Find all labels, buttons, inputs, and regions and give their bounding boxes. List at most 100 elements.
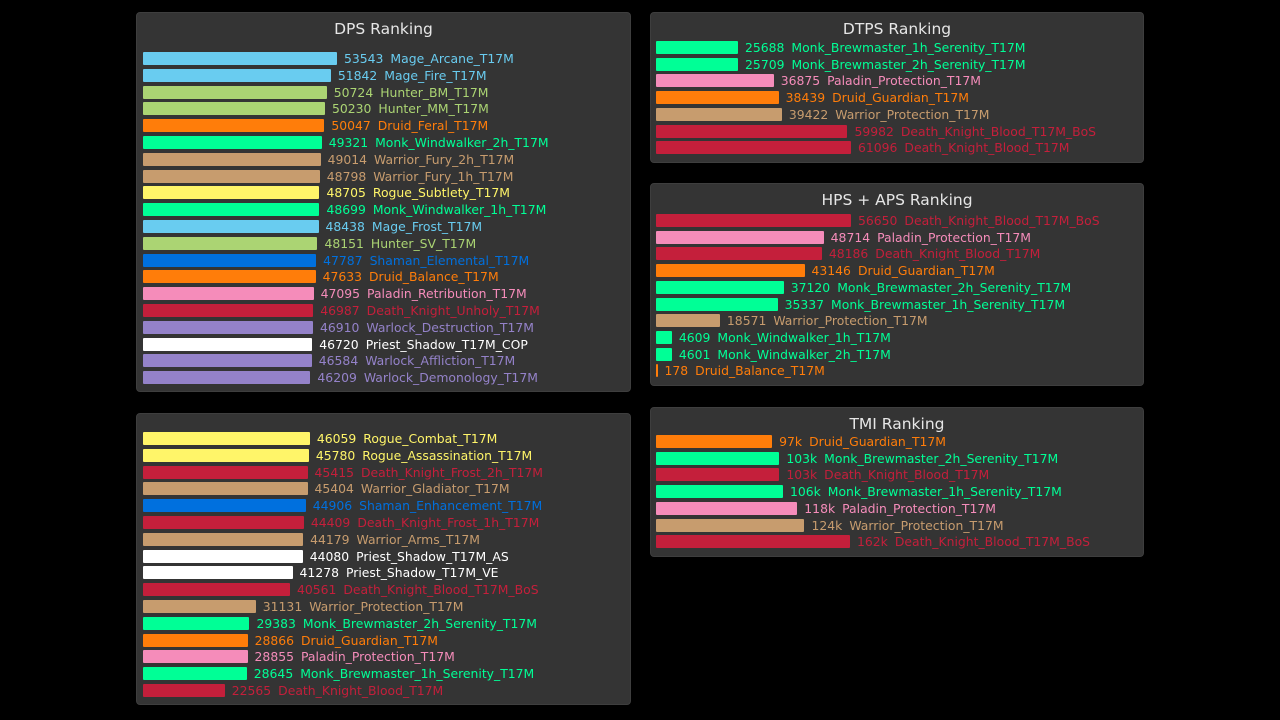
- bar-Warlock_Affliction_T17M: [143, 354, 312, 368]
- value-label: 49321: [328, 135, 369, 150]
- bar-Monk_Brewmaster_2h_Serenity_T17M: [656, 280, 784, 294]
- name-label: Rogue_Subtlety_T17M: [372, 185, 510, 201]
- value-label: 31131: [262, 599, 303, 614]
- value-label: 50724: [333, 84, 374, 100]
- name-label: Death_Knight_Blood_T17M_BoS: [900, 123, 1097, 139]
- bar-row: 124k Warrior_Protection_T17M: [651, 517, 1143, 534]
- bar-row: 48705 Rogue_Subtlety_T17M: [137, 184, 630, 201]
- bar-row: 56650 Death_Knight_Blood_T17M_BoS: [651, 212, 1143, 229]
- name-label: Druid_Guardian_T17M: [832, 90, 969, 106]
- value-label: 45415: [314, 464, 354, 480]
- bar-row: 47095 Paladin_Retribution_T17M: [137, 285, 630, 302]
- value-label: 48798: [326, 168, 367, 184]
- value-label: 49014: [327, 151, 367, 167]
- bar-row: 28645 Monk_Brewmaster_1h_Serenity_T17M: [137, 665, 630, 682]
- bar-row: 46059 Rogue_Combat_T17M: [137, 430, 630, 447]
- bar-row: 48798 Warrior_Fury_1h_T17M: [137, 168, 630, 185]
- value-label: 53543: [344, 51, 384, 66]
- name-label: Death_Knight_Frost_2h_T17M: [360, 464, 543, 480]
- value-label: 18571: [726, 313, 767, 329]
- bar-Monk_Brewmaster_1h_Serenity_T17M: [656, 41, 738, 54]
- value-label: 36875: [780, 73, 821, 89]
- value-label: 44080: [309, 548, 350, 564]
- value-label: 103k: [786, 467, 818, 483]
- bar-Monk_Brewmaster_2h_Serenity_T17M: [656, 451, 780, 465]
- name-label: Warrior_Fury_2h_T17M: [374, 151, 515, 167]
- bar-Warrior_Fury_2h_T17M: [143, 152, 321, 166]
- bar-row: 45415 Death_Knight_Frost_2h_T17M: [137, 464, 630, 481]
- bar-label: 44080 Priest_Shadow_T17M_AS: [310, 548, 509, 565]
- value-label: 48438: [325, 219, 365, 234]
- value-label: 46987: [320, 303, 360, 318]
- name-label: Priest_Shadow_T17M_VE: [345, 565, 499, 581]
- bar-label: 39422 Warrior_Protection_T17M: [789, 106, 990, 123]
- name-label: Monk_Brewmaster_1h_Serenity_T17M: [791, 40, 1026, 55]
- value-label: 25709: [745, 56, 785, 72]
- value-label: 44179: [310, 531, 350, 547]
- bar-row: 39422 Warrior_Protection_T17M: [651, 106, 1143, 123]
- bar-label: 48705 Rogue_Subtlety_T17M: [326, 184, 510, 201]
- bar-label: 29383 Monk_Brewmaster_2h_Serenity_T17M: [256, 615, 536, 632]
- bar-label: 46987 Death_Knight_Unholy_T17M: [320, 302, 540, 319]
- bar-label: 22565 Death_Knight_Blood_T17M: [232, 682, 443, 699]
- bar-label: 48798 Warrior_Fury_1h_T17M: [327, 168, 514, 185]
- bar-row: 47787 Shaman_Elemental_T17M: [137, 252, 630, 269]
- bar-row: 28855 Paladin_Protection_T17M: [137, 648, 630, 665]
- bar-row: 46720 Priest_Shadow_T17M_COP: [137, 336, 630, 353]
- bar-Paladin_Retribution_T17M: [143, 287, 314, 301]
- bar-row: 36875 Paladin_Protection_T17M: [651, 72, 1143, 89]
- bar-Paladin_Protection_T17M: [143, 650, 248, 664]
- bar-row: 51842 Mage_Fire_T17M: [137, 67, 630, 84]
- bar-Druid_Balance_T17M: [143, 270, 316, 284]
- name-label: Warrior_Protection_T17M: [849, 517, 1004, 533]
- bar-label: 40561 Death_Knight_Blood_T17M_BoS: [297, 581, 539, 598]
- value-label: 47095: [320, 286, 361, 302]
- bar-label: 45415 Death_Knight_Frost_2h_T17M: [315, 464, 543, 481]
- name-label: Monk_Windwalker_1h_T17M: [372, 202, 547, 218]
- name-label: Warrior_Protection_T17M: [773, 313, 928, 329]
- bar-row: 178 Druid_Balance_T17M: [651, 362, 1143, 379]
- bar-label: 4601 Monk_Windwalker_2h_T17M: [679, 346, 891, 363]
- dtps-ranking-title: DTPS Ranking: [842, 20, 952, 38]
- bar-label: 61096 Death_Knight_Blood_T17M: [858, 139, 1069, 156]
- bar-row: 48714 Paladin_Protection_T17M: [651, 229, 1143, 246]
- tmi-ranking-title: TMI Ranking: [849, 415, 945, 433]
- bar-Warrior_Protection_T17M: [656, 107, 782, 121]
- bar-Hunter_SV_T17M: [143, 236, 318, 250]
- bar-row: 47633 Druid_Balance_T17M: [137, 268, 630, 285]
- value-label: 48714: [830, 229, 871, 245]
- name-label: Druid_Balance_T17M: [695, 363, 825, 379]
- bar-Hunter_BM_T17M: [143, 85, 327, 99]
- bar-label: 25688 Monk_Brewmaster_1h_Serenity_T17M: [745, 39, 1025, 56]
- name-label: Mage_Frost_T17M: [371, 219, 483, 234]
- value-label: 97k: [779, 434, 803, 449]
- value-label: 56650: [858, 213, 898, 228]
- bar-Paladin_Protection_T17M: [656, 74, 774, 88]
- value-label: 106k: [789, 484, 821, 500]
- name-label: Monk_Brewmaster_1h_Serenity_T17M: [827, 484, 1062, 500]
- bar-Mage_Fire_T17M: [143, 68, 331, 82]
- bar-row: 103k Death_Knight_Blood_T17M: [651, 466, 1143, 483]
- name-label: Hunter_SV_T17M: [370, 235, 477, 251]
- bar-label: 59982 Death_Knight_Blood_T17M_BoS: [854, 123, 1096, 140]
- value-label: 44906: [312, 498, 353, 514]
- bar-Monk_Windwalker_1h_T17M: [143, 203, 320, 217]
- name-label: Death_Knight_Unholy_T17M: [366, 303, 540, 318]
- bar-label: 49014 Warrior_Fury_2h_T17M: [328, 151, 515, 168]
- name-label: Monk_Brewmaster_2h_Serenity_T17M: [837, 279, 1072, 295]
- name-label: Warlock_Affliction_T17M: [365, 353, 516, 369]
- bar-label: 47095 Paladin_Retribution_T17M: [321, 285, 527, 302]
- value-label: 46910: [319, 319, 360, 335]
- bar-Warrior_Protection_T17M: [656, 518, 805, 532]
- name-label: Druid_Feral_T17M: [377, 118, 489, 134]
- name-label: Warlock_Destruction_T17M: [366, 319, 534, 335]
- bar-row: 46987 Death_Knight_Unholy_T17M: [137, 302, 630, 319]
- value-label: 29383: [256, 615, 296, 631]
- bar-label: 41278 Priest_Shadow_T17M_VE: [300, 564, 499, 581]
- value-label: 28645: [253, 666, 294, 682]
- bar-label: 106k Monk_Brewmaster_1h_Serenity_T17M: [790, 483, 1062, 500]
- value-label: 37120: [790, 279, 831, 295]
- dps-ranking-title: DPS Ranking: [334, 20, 433, 38]
- name-label: Warrior_Gladiator_T17M: [360, 481, 510, 497]
- bar-row: 49014 Warrior_Fury_2h_T17M: [137, 151, 630, 168]
